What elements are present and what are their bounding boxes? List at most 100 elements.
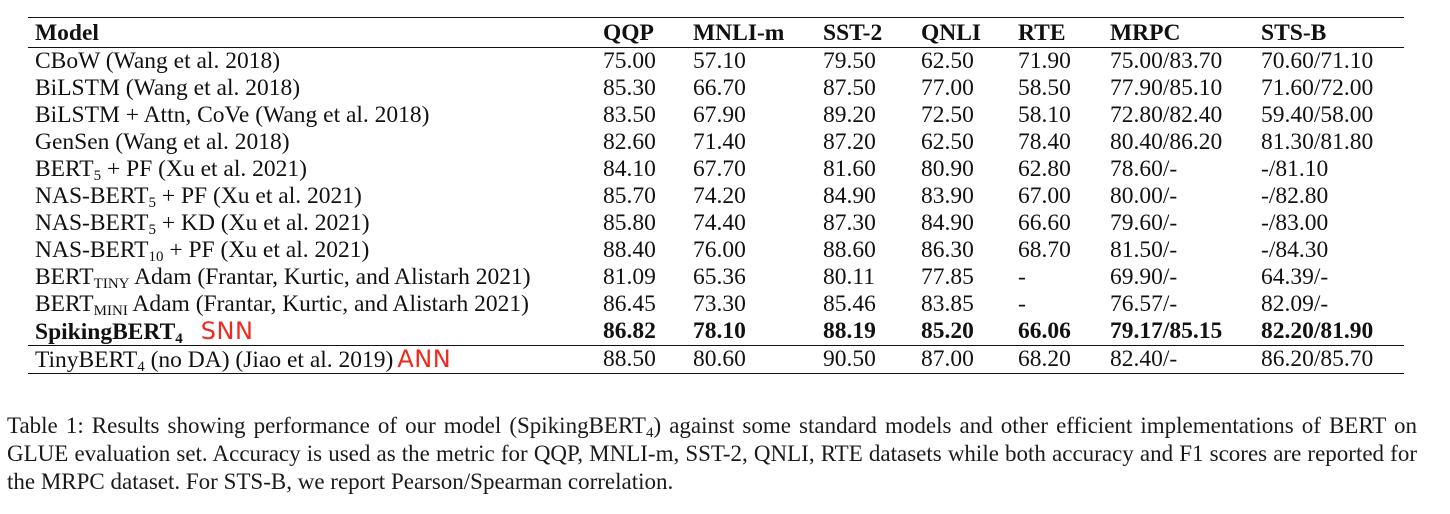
mnli-value: 67.90 (693, 102, 746, 128)
model-name: CBoW (Wang et al. 2018) (35, 48, 281, 74)
qnli-value: 62.50 (921, 129, 974, 155)
mnli-value: 71.40 (693, 129, 746, 155)
rte-value: 71.90 (1018, 48, 1071, 74)
sst2-value: 79.50 (823, 48, 876, 74)
qnli-value: 83.85 (921, 291, 974, 317)
table-row: BERTTINY Adam (Frantar, Kurtic, and Alis… (28, 264, 1404, 292)
table-row: BERTMINI Adam (Frantar, Kurtic, and Alis… (28, 291, 1404, 319)
mnli-value: 66.70 (693, 75, 746, 101)
mnli-value: 73.30 (693, 291, 746, 317)
top-rule (28, 17, 1404, 18)
rte-value: 66.60 (1018, 210, 1071, 236)
rte-value: 78.40 (1018, 129, 1071, 155)
stsb-value: 81.30/81.80 (1261, 129, 1374, 155)
qnli-value: 80.90 (921, 156, 974, 182)
qqp-value: 85.30 (603, 75, 656, 101)
qnli-value: 86.30 (921, 237, 974, 263)
model-name: BiLSTM + Attn, CoVe (Wang et al. 2018) (35, 102, 430, 128)
qqp-value: 88.40 (603, 237, 656, 263)
mrpc-value: 76.57/- (1110, 291, 1178, 317)
sst2-value: 90.50 (823, 346, 876, 372)
sst2-value: 88.19 (823, 318, 876, 344)
sst2-value: 84.90 (823, 183, 876, 209)
stsb-value: -/84.30 (1261, 237, 1329, 263)
table-row: NAS-BERT5 + PF (Xu et al. 2021) 85.70 74… (28, 183, 1404, 211)
header-rule (28, 47, 1404, 48)
mnli-value: 67.70 (693, 156, 746, 182)
qqp-value: 83.50 (603, 102, 656, 128)
mrpc-value: 79.60/- (1110, 210, 1178, 236)
qnli-value: 87.00 (921, 346, 974, 372)
mnli-value: 80.60 (693, 346, 746, 372)
table-caption: Table 1: Results showing performance of … (7, 413, 1417, 494)
mnli-value: 65.36 (693, 264, 746, 290)
model-name: SpikingBERT4 SNN (35, 317, 254, 347)
stsb-value: 71.60/72.00 (1261, 75, 1374, 101)
header-stsb: STS-B (1261, 20, 1327, 46)
mrpc-value: 75.00/83.70 (1110, 48, 1223, 74)
results-table: Model QQP MNLI-m SST-2 QNLI RTE MRPC STS… (28, 17, 1404, 375)
rte-value: 58.50 (1018, 75, 1071, 101)
bottom-rule (28, 373, 1404, 374)
model-name: BERT5 + PF (Xu et al. 2021) (35, 156, 307, 184)
model-name: TinyBERT4 (no DA) (Jiao et al. 2019) ANN (35, 345, 452, 375)
stsb-value: -/81.10 (1261, 156, 1329, 182)
qqp-value: 82.60 (603, 129, 656, 155)
model-name: NAS-BERT10 + PF (Xu et al. 2021) (35, 237, 370, 265)
mnli-value: 57.10 (693, 48, 746, 74)
mrpc-value: 69.90/- (1110, 264, 1178, 290)
sst2-value: 88.60 (823, 237, 876, 263)
stsb-value: 86.20/85.70 (1261, 346, 1374, 372)
mrpc-value: 80.40/86.20 (1110, 129, 1223, 155)
model-name: BERTMINI Adam (Frantar, Kurtic, and Alis… (35, 291, 529, 319)
rte-value: 68.20 (1018, 346, 1071, 372)
sst2-value: 89.20 (823, 102, 876, 128)
qnli-value: 72.50 (921, 102, 974, 128)
table-row-highlight: SpikingBERT4 SNN 86.82 78.10 88.19 85.20 … (28, 317, 1404, 347)
sst2-value: 81.60 (823, 156, 876, 182)
header-rte: RTE (1018, 20, 1066, 46)
model-name: NAS-BERT5 + PF (Xu et al. 2021) (35, 183, 362, 211)
mrpc-value: 80.00/- (1110, 183, 1178, 209)
table-header-row: Model QQP MNLI-m SST-2 QNLI RTE MRPC STS… (28, 18, 1404, 47)
ann-annotation: ANN (397, 345, 452, 373)
qqp-value: 86.82 (603, 318, 656, 344)
qnli-value: 77.85 (921, 264, 974, 290)
header-qnli: QNLI (921, 20, 982, 46)
table-row: BiLSTM (Wang et al. 2018) 85.30 66.70 87… (28, 75, 1404, 102)
stsb-value: -/82.80 (1261, 183, 1329, 209)
qqp-value: 84.10 (603, 156, 656, 182)
qnli-value: 84.90 (921, 210, 974, 236)
model-name: GenSen (Wang et al. 2018) (35, 129, 290, 155)
mrpc-value: 77.90/85.10 (1110, 75, 1223, 101)
sst2-value: 87.30 (823, 210, 876, 236)
mrpc-value: 72.80/82.40 (1110, 102, 1223, 128)
table-row: GenSen (Wang et al. 2018) 82.60 71.40 87… (28, 129, 1404, 156)
separator-rule (28, 345, 1404, 346)
qnli-value: 77.00 (921, 75, 974, 101)
rte-value: - (1018, 291, 1026, 317)
mnli-value: 78.10 (693, 318, 746, 344)
table-row: BERT5 + PF (Xu et al. 2021) 84.10 67.70 … (28, 156, 1404, 184)
rte-value: - (1018, 264, 1026, 290)
stsb-value: 64.39/- (1261, 264, 1329, 290)
table-row: CBoW (Wang et al. 2018) 75.00 57.10 79.5… (28, 48, 1404, 75)
mnli-value: 74.40 (693, 210, 746, 236)
table-row: TinyBERT4 (no DA) (Jiao et al. 2019) ANN … (28, 345, 1404, 375)
model-name: BiLSTM (Wang et al. 2018) (35, 75, 301, 101)
mrpc-value: 78.60/- (1110, 156, 1178, 182)
qqp-value: 81.09 (603, 264, 656, 290)
sst2-value: 80.11 (823, 264, 876, 290)
stsb-value: 59.40/58.00 (1261, 102, 1374, 128)
model-name: BERTTINY Adam (Frantar, Kurtic, and Alis… (35, 264, 531, 292)
sst2-value: 87.20 (823, 129, 876, 155)
table-row: NAS-BERT10 + PF (Xu et al. 2021) 88.40 7… (28, 237, 1404, 265)
rte-value: 66.06 (1018, 318, 1071, 344)
stsb-value: 70.60/71.10 (1261, 48, 1374, 74)
mnli-value: 74.20 (693, 183, 746, 209)
qnli-value: 62.50 (921, 48, 974, 74)
header-sst2: SST-2 (823, 20, 883, 46)
qqp-value: 86.45 (603, 291, 656, 317)
sst2-value: 85.46 (823, 291, 876, 317)
